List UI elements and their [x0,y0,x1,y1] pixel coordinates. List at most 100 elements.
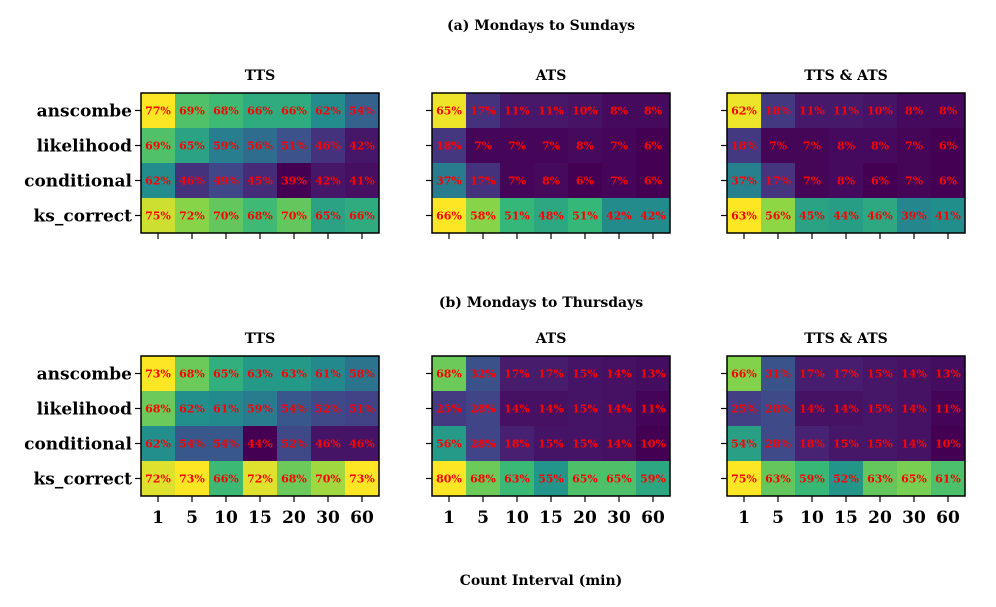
cell-value-label: 66% [213,473,239,486]
cell-value-label: 14% [606,403,632,416]
cell-value-label: 39% [281,175,307,188]
cell-value-label: 46% [867,210,893,223]
cell-value-label: 6% [576,175,595,188]
heatmap-cell [311,198,346,234]
heatmap-cell [602,128,637,164]
x-tick-label: 10 [214,508,238,528]
cell-value-label: 70% [281,210,307,223]
y-tick-label: anscombe [37,102,133,122]
x-tick-label: 5 [772,508,784,528]
cell-value-label: 17% [799,368,825,381]
y-tick-label: ks_correct [34,207,133,227]
heatmap-cell [568,128,603,164]
heatmap-cell [466,128,501,164]
cell-value-label: 73% [349,473,375,486]
cell-value-label: 63% [281,368,307,381]
heatmap-cell [897,163,932,199]
y-tick-label: likelihood [37,137,132,157]
y-tick-label: conditional [24,172,132,192]
heatmap-cell [500,391,535,427]
heatmap-cell [727,198,762,234]
cell-value-label: 13% [935,368,961,381]
heatmap-cell [602,198,637,234]
heatmap-cell [761,128,796,164]
y-tick-label: conditional [24,435,132,455]
heatmap-cell [500,93,535,129]
heatmap-cell [863,356,898,392]
cell-value-label: 72% [247,473,273,486]
cell-value-label: 37% [731,175,757,188]
x-tick-label: 1 [738,508,750,528]
heatmap-cell [243,93,278,129]
cell-value-label: 62% [145,175,171,188]
heatmap-cell [345,391,380,427]
cell-value-label: 54% [179,438,205,451]
heatmap-panel-1: TTS 77% 69% 68% 66% 66% 62% 54% 69% 65% 59% 56% 51% 4… [24,68,380,239]
cell-value-label: 6% [644,140,663,153]
heatmap-panel-5: ATS 68% 32% 17% 17% 15% 14% 13% 25% 28% 14% 14% 15% 1… [426,331,671,528]
heatmap-cell [863,426,898,462]
heatmap-cell [829,461,864,497]
cell-value-label: 8% [837,140,856,153]
cell-value-label: 77% [145,105,171,118]
heatmap-cell [175,461,210,497]
cell-value-label: 18% [765,105,791,118]
cell-value-label: 63% [731,210,757,223]
heatmap-cell [829,128,864,164]
heatmap-cell [795,93,830,129]
cell-value-label: 65% [213,368,239,381]
cell-value-label: 15% [572,368,598,381]
cell-value-label: 68% [436,368,462,381]
heatmap-cell [568,461,603,497]
heatmap-cell [602,356,637,392]
cell-value-label: 11% [935,403,961,416]
heatmap-cell [209,426,244,462]
cell-value-label: 42% [315,175,341,188]
heatmap-cell [602,391,637,427]
heatmap-cell [243,391,278,427]
cell-value-label: 52% [315,403,341,416]
heatmap-cell [466,163,501,199]
heatmap-cell [568,198,603,234]
heatmap-cell [931,198,966,234]
heatmap-cell [500,128,535,164]
heatmap-cell [209,198,244,234]
cell-value-label: 58% [470,210,496,223]
cell-value-label: 56% [436,438,462,451]
heatmap-cell [897,93,932,129]
cell-value-label: 18% [731,140,757,153]
cell-value-label: 14% [901,438,927,451]
cell-value-label: 14% [606,368,632,381]
cell-value-label: 56% [765,210,791,223]
heatmap-cell [466,461,501,497]
heatmap-cell [277,93,312,129]
x-tick-label: 1 [152,508,164,528]
cell-value-label: 14% [901,368,927,381]
cell-value-label: 54% [349,105,375,118]
heatmap-cell [636,426,671,462]
cell-value-label: 7% [508,175,527,188]
cell-value-label: 66% [436,210,462,223]
heatmap-cell [568,93,603,129]
cell-value-label: 8% [576,140,595,153]
heatmap-cell [500,198,535,234]
cell-value-label: 68% [470,473,496,486]
heatmap-cell [345,93,380,129]
cell-value-label: 48% [538,210,564,223]
cell-value-label: 55% [538,473,564,486]
heatmap-cell [863,198,898,234]
cell-value-label: 65% [606,473,632,486]
heatmap-cell [141,461,176,497]
cell-value-label: 65% [315,210,341,223]
heatmap-cell [897,128,932,164]
heatmap-cell [829,198,864,234]
heatmap-cell [209,391,244,427]
cell-value-label: 63% [867,473,893,486]
cell-value-label: 52% [281,438,307,451]
cell-value-label: 54% [281,403,307,416]
cell-value-label: 54% [213,438,239,451]
cell-value-label: 49% [213,175,239,188]
heatmap-cell [243,461,278,497]
heatmap-cell [466,426,501,462]
heatmap-cell [432,461,467,497]
